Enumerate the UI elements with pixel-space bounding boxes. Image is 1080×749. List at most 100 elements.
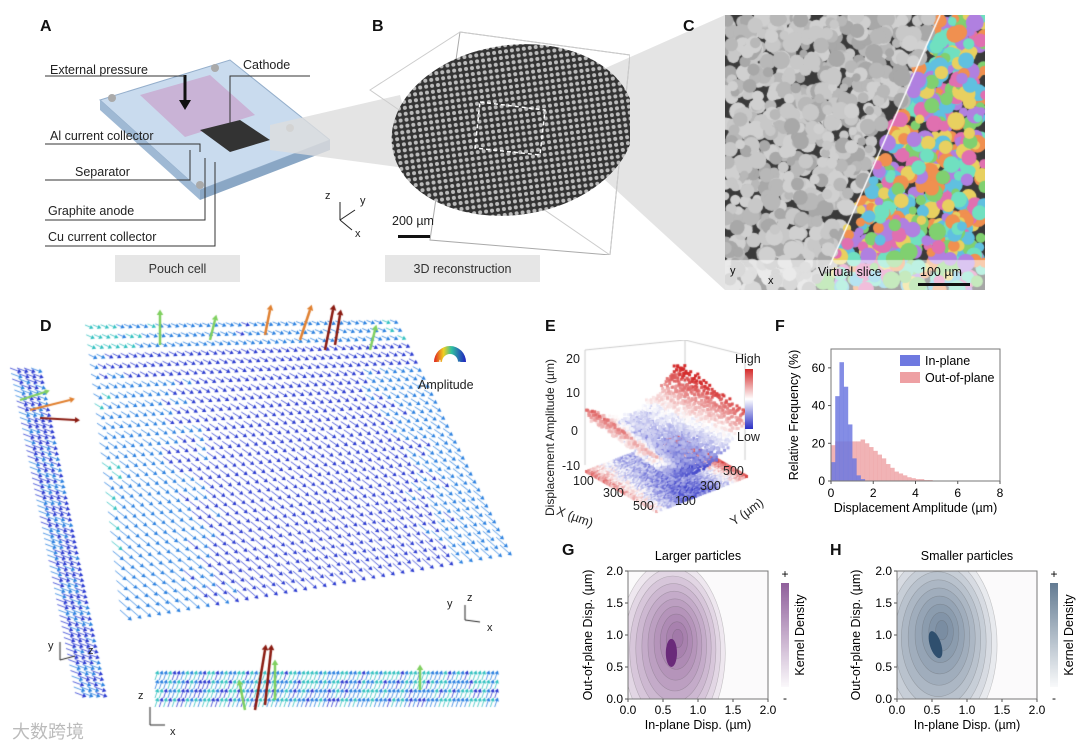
histogram-bar-out-of-plane xyxy=(881,458,887,481)
histogram-bar-out-of-plane xyxy=(890,467,895,481)
histogram-bar-out-of-plane xyxy=(856,441,861,481)
colorbar-low: Low xyxy=(737,430,760,444)
x-tick-label: 1.5 xyxy=(725,703,742,717)
colorbar-high: High xyxy=(735,352,761,366)
histogram-bar-out-of-plane xyxy=(915,479,921,481)
side-axis-z: z xyxy=(88,645,94,657)
y-tick-label: 0.0 xyxy=(875,692,892,706)
legend-swatch xyxy=(900,355,920,366)
colorbar-label: Kernel Density xyxy=(1062,594,1076,676)
y-tick-label: 1.0 xyxy=(606,628,623,642)
caption-pouch-cell: Pouch cell xyxy=(115,255,240,282)
e-ytick: 100 xyxy=(675,494,696,508)
histogram-bar-out-of-plane xyxy=(860,439,866,481)
histogram-bar-in-plane xyxy=(852,458,857,481)
virtual-slice-image xyxy=(725,15,985,290)
y-tick-label: 1.0 xyxy=(875,628,892,642)
bottom-axis-x: x xyxy=(170,726,176,738)
x-tick-label: 1.0 xyxy=(690,703,707,717)
main-axis-z: z xyxy=(467,592,473,604)
e-ztick: 20 xyxy=(566,352,580,366)
y-tick-label: 0.5 xyxy=(606,660,623,674)
y-axis-label: Out-of-plane Disp. (µm) xyxy=(849,570,863,701)
watermark: 大数跨境 xyxy=(12,722,84,742)
histogram-bar-out-of-plane xyxy=(898,473,904,481)
scale-bar-label: 100 µm xyxy=(920,265,962,279)
e-xtick: 500 xyxy=(633,499,654,513)
displacement-vector-field xyxy=(0,300,540,749)
density-contour xyxy=(907,587,971,686)
label-cu-current-collector: Cu current collector xyxy=(48,230,157,244)
main-axis-y: y xyxy=(447,598,453,610)
axis-y-label: y xyxy=(730,265,736,277)
panel-label-g: G xyxy=(562,542,575,559)
histogram-bar-out-of-plane xyxy=(919,479,925,481)
colorbar-plus: + xyxy=(781,567,788,581)
main-axis-x: x xyxy=(487,622,493,634)
density-contours xyxy=(628,571,768,699)
x-axis-label: In-plane Disp. (µm) xyxy=(645,718,752,732)
legend-swatch xyxy=(900,372,920,383)
virtual-slice-label: Virtual slice xyxy=(818,265,882,279)
x-axis-label: Displacement Amplitude (µm) xyxy=(834,501,998,515)
histogram-bar-in-plane xyxy=(831,462,836,481)
histogram-bar-in-plane xyxy=(847,424,853,481)
e-ztick: 0 xyxy=(571,424,578,438)
e-zlabel: Displacement Amplitude (µm) xyxy=(543,359,557,516)
panel-label-f: F xyxy=(775,318,785,335)
x-tick-label: 0 xyxy=(828,486,835,500)
density-contours xyxy=(897,571,1037,699)
plot-title: Larger particles xyxy=(655,549,741,563)
histogram-bar-in-plane xyxy=(839,362,844,481)
histogram-bar-out-of-plane xyxy=(877,454,882,481)
side-axis-y: y xyxy=(48,640,54,652)
x-tick-label: 6 xyxy=(954,486,961,500)
density-contour xyxy=(914,595,965,675)
histogram-chart: 0 2 4 6 8 0 20 40 60 Displacement Amplitude (µm) R… xyxy=(787,348,1004,515)
y-tick-label: 20 xyxy=(812,436,826,450)
axis-x-label: x xyxy=(768,275,774,287)
density-contour xyxy=(897,571,992,699)
histogram-bar-out-of-plane xyxy=(864,443,870,481)
displacement-surface-plot xyxy=(540,340,780,520)
colorwheel-minus: - xyxy=(457,356,461,368)
density-contour xyxy=(628,571,726,699)
e-ytick: 500 xyxy=(723,464,744,478)
axis-y-label: y xyxy=(360,195,366,207)
y-tick-label: 1.5 xyxy=(606,596,623,610)
density-contour xyxy=(629,575,717,699)
density-peak xyxy=(928,631,943,659)
kde-plot-smaller: Smaller particles 0.0 0.5 1.0 1.5 2.0 0.0 0.5 1.… xyxy=(849,549,1076,732)
scale-bar-label: 200 µm xyxy=(392,214,434,228)
density-contour xyxy=(897,571,998,699)
x-axis-label: In-plane Disp. (µm) xyxy=(914,718,1021,732)
x-tick-label: 0.5 xyxy=(655,703,672,717)
3d-reconstruction-render xyxy=(339,31,630,255)
histogram-bar-out-of-plane xyxy=(907,477,912,481)
density-contour xyxy=(897,571,987,699)
label-cathode: Cathode xyxy=(243,58,291,72)
axis-x-label: x xyxy=(355,228,361,240)
x-tick-label: 8 xyxy=(997,486,1004,500)
y-tick-label: 2.0 xyxy=(875,564,892,578)
caption-3d-reconstruction: 3D reconstruction xyxy=(385,255,540,282)
x-tick-label: 0.0 xyxy=(620,703,637,717)
colorbar-minus: - xyxy=(783,691,787,705)
panel-label-e: E xyxy=(545,318,556,335)
density-contour xyxy=(628,571,721,699)
axis-z-label: z xyxy=(325,190,331,202)
y-axis-label: Relative Frequency (%) xyxy=(787,350,801,481)
density-contour xyxy=(653,606,698,681)
y-tick-label: 2.0 xyxy=(606,564,623,578)
label-graphite-anode: Graphite anode xyxy=(48,204,135,218)
panel-label-h: H xyxy=(830,542,842,559)
plot-background xyxy=(897,571,1037,699)
plot-title: Smaller particles xyxy=(921,549,1013,563)
scale-bar xyxy=(918,283,970,286)
x-tick-label: 0.0 xyxy=(889,703,906,717)
y-tick-label: 0.0 xyxy=(606,692,623,706)
y-tick-label: 0.5 xyxy=(875,660,892,674)
colorwheel-plus: + xyxy=(437,358,443,369)
label-al-current-collector: Al current collector xyxy=(50,129,154,143)
plot-background xyxy=(628,571,768,699)
